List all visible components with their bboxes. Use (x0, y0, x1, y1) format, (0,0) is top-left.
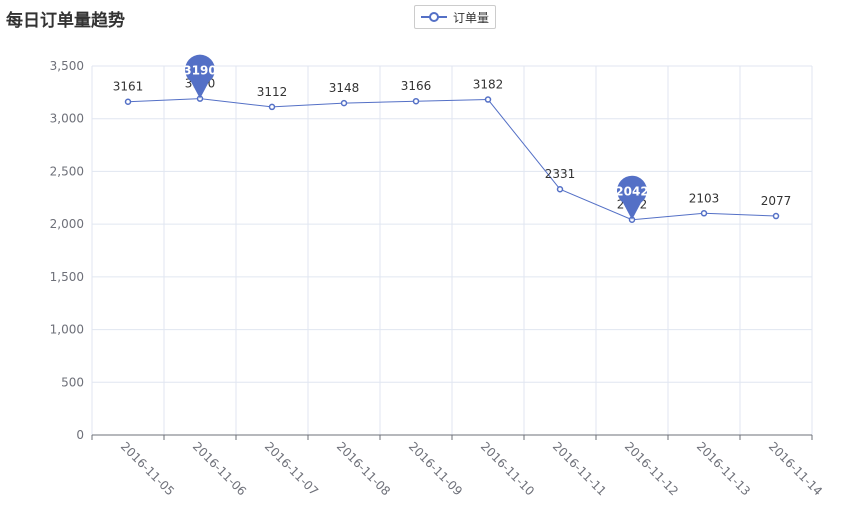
x-tick-label: 2016-11-08 (334, 439, 393, 498)
data-point (268, 103, 276, 111)
data-point (556, 185, 564, 193)
chart-legend[interactable]: 订单量 (414, 5, 497, 29)
data-label: 3148 (329, 81, 360, 95)
y-tick-label: 2,000 (50, 217, 84, 231)
data-point (412, 97, 420, 105)
data-label: 2077 (761, 194, 792, 208)
series-line (127, 98, 777, 221)
mark-point-pin (185, 54, 215, 99)
chart-title: 每日订单量趋势 (6, 11, 125, 31)
y-tick-label: 2,500 (50, 164, 84, 178)
data-label: 3166 (401, 79, 432, 93)
x-tick-label: 2016-11-09 (406, 439, 465, 498)
x-tick-label: 2016-11-11 (550, 439, 609, 498)
legend-line-icon (421, 12, 447, 22)
legend-label: 订单量 (453, 10, 490, 25)
x-tick-label: 2016-11-05 (118, 439, 177, 498)
x-tick-label: 2016-11-12 (622, 439, 681, 498)
data-label: 2103 (689, 191, 720, 205)
x-tick-label: 2016-11-13 (694, 439, 753, 498)
data-point (124, 98, 132, 105)
y-tick-label: 1,500 (50, 270, 84, 284)
data-label: 3182 (473, 78, 504, 92)
x-tick-label: 2016-11-14 (766, 439, 825, 498)
mark-point-label: 2042 (615, 185, 648, 199)
y-tick-label: 3,000 (50, 112, 84, 126)
y-tick-label: 500 (61, 375, 84, 389)
data-label: 3112 (257, 85, 288, 99)
x-tick-label: 2016-11-07 (262, 439, 321, 498)
x-tick-label: 2016-11-10 (478, 439, 537, 498)
data-point (340, 99, 348, 107)
y-tick-label: 1,000 (50, 323, 84, 337)
x-tick-label: 2016-11-06 (190, 439, 249, 498)
mark-point-pin (617, 175, 648, 220)
data-point (484, 96, 492, 103)
mark-point-label: 3190 (183, 64, 216, 78)
y-tick-label: 3,500 (50, 59, 84, 73)
data-point (700, 210, 708, 217)
y-tick-label: 0 (76, 428, 84, 442)
data-point (772, 212, 780, 220)
data-label: 2331 (545, 167, 576, 181)
data-label: 3161 (113, 80, 144, 94)
